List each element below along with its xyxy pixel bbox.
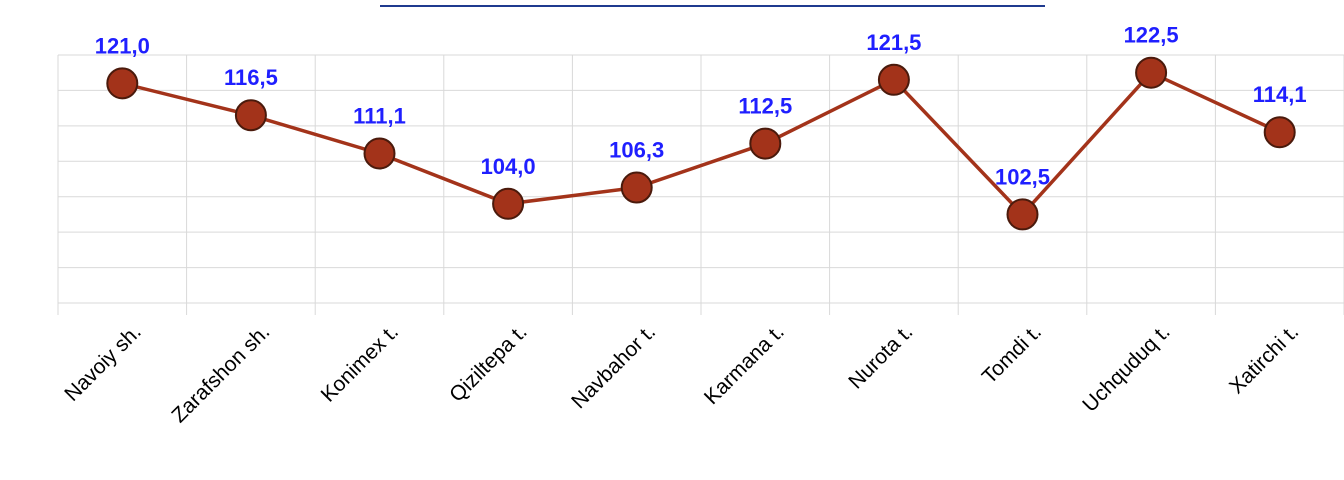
point: [877, 63, 910, 96]
point: [234, 99, 267, 132]
value-label: 104,0: [481, 154, 536, 179]
point: [1006, 198, 1039, 231]
value-label: 122,5: [1124, 23, 1179, 48]
line: [121, 70, 1281, 217]
point: [492, 187, 525, 220]
x-tick-label: Xatirchi t.: [1225, 320, 1303, 398]
value-label: 121,0: [95, 33, 150, 58]
x-tick-label: Zarafshon sh.: [167, 320, 274, 427]
point: [620, 171, 653, 204]
x-tick-label: Uchquduq t.: [1078, 320, 1174, 416]
value-label: 116,5: [224, 65, 278, 90]
x-tick-label: Navoiy sh.: [60, 320, 146, 406]
x-tick-label: Navbahor t.: [567, 320, 660, 413]
point: [1135, 56, 1168, 89]
value-label: 114,1: [1253, 82, 1307, 107]
value-label: 106,3: [609, 138, 664, 163]
x-tick-label: Tomdi t.: [978, 320, 1046, 388]
value-label: 111,1: [353, 103, 406, 128]
x-tick-label: Nurota t.: [844, 320, 917, 393]
point: [749, 127, 782, 160]
value-label: 112,5: [738, 94, 792, 119]
point: [363, 137, 396, 170]
point: [106, 67, 139, 100]
x-tick-label: Konimex t.: [317, 320, 403, 406]
value-label: 102,5: [995, 164, 1050, 189]
value-label: 121,5: [866, 30, 921, 55]
x-tick-label: Qiziltepa t.: [445, 320, 531, 406]
x-tick-label: Karmana t.: [700, 320, 789, 409]
point: [1263, 116, 1296, 149]
